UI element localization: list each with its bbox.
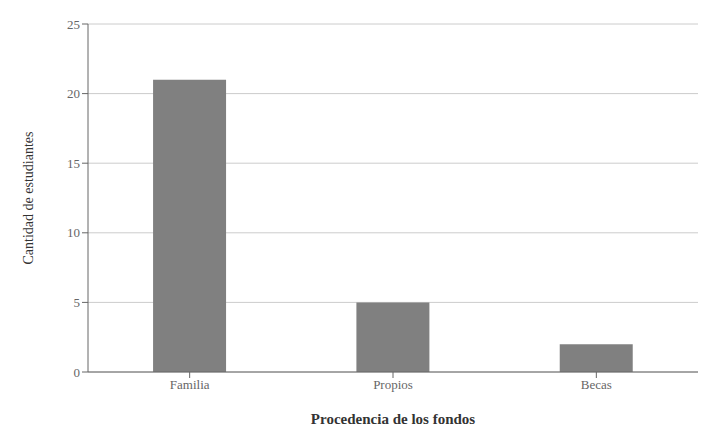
svg-text:20: 20 (67, 86, 80, 101)
svg-text:Cantidad de estudiantes: Cantidad de estudiantes (21, 132, 36, 265)
svg-text:Procedencia de los fondos: Procedencia de los fondos (311, 411, 475, 427)
svg-text:0: 0 (74, 365, 81, 380)
svg-text:Familia: Familia (170, 377, 210, 392)
svg-text:10: 10 (67, 225, 80, 240)
svg-text:25: 25 (67, 17, 80, 32)
svg-text:5: 5 (74, 295, 81, 310)
svg-text:15: 15 (67, 156, 80, 171)
svg-text:Becas: Becas (581, 377, 612, 392)
svg-text:Propios: Propios (373, 377, 413, 392)
